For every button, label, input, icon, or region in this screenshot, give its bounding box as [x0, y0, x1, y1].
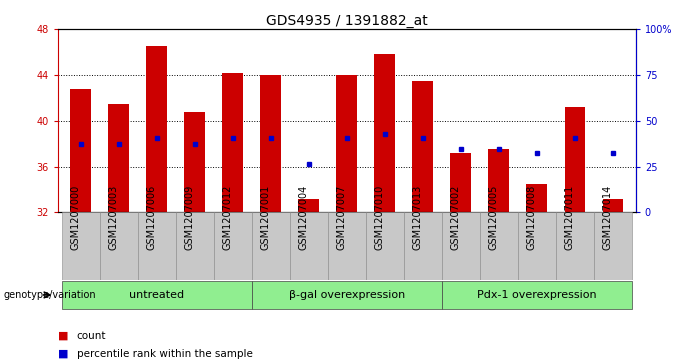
Text: GSM1207012: GSM1207012 [223, 185, 233, 250]
Bar [526, 184, 547, 212]
Text: GSM1207010: GSM1207010 [375, 185, 385, 250]
Text: GSM1207000: GSM1207000 [71, 185, 81, 250]
Bar [602, 199, 624, 212]
Bar [290, 212, 328, 280]
Text: percentile rank within the sample: percentile rank within the sample [77, 349, 253, 359]
Text: genotype/variation: genotype/variation [3, 290, 96, 300]
Bar [260, 75, 282, 212]
Text: GSM1207002: GSM1207002 [451, 185, 461, 250]
Bar [137, 212, 175, 280]
Text: β-gal overexpression: β-gal overexpression [289, 290, 405, 300]
Bar [146, 46, 167, 212]
Bar [252, 212, 290, 280]
Text: GSM1207003: GSM1207003 [109, 185, 118, 250]
Bar [375, 54, 395, 212]
Text: GSM1207004: GSM1207004 [299, 185, 309, 250]
Text: GSM1207014: GSM1207014 [603, 185, 613, 250]
Text: GSM1207001: GSM1207001 [260, 185, 271, 250]
Text: GSM1207011: GSM1207011 [565, 185, 575, 250]
Title: GDS4935 / 1391882_at: GDS4935 / 1391882_at [266, 14, 428, 28]
Bar [222, 73, 243, 212]
Bar [412, 81, 433, 212]
Bar [518, 212, 556, 280]
Bar [214, 212, 252, 280]
Text: GSM1207008: GSM1207008 [527, 185, 537, 250]
Bar [184, 111, 205, 212]
Text: GSM1207006: GSM1207006 [147, 185, 156, 250]
Text: ■: ■ [58, 331, 68, 341]
Bar [488, 149, 509, 212]
Bar [404, 212, 442, 280]
Text: GSM1207013: GSM1207013 [413, 185, 423, 250]
Bar [480, 212, 518, 280]
Bar [299, 199, 319, 212]
Bar [108, 103, 129, 212]
Text: untreated: untreated [129, 290, 184, 300]
Bar [366, 212, 404, 280]
Text: count: count [77, 331, 106, 341]
Bar [175, 212, 214, 280]
Bar [62, 212, 100, 280]
Bar [337, 75, 357, 212]
Bar [328, 212, 366, 280]
Bar [252, 281, 442, 309]
Text: ■: ■ [58, 349, 68, 359]
Bar [442, 212, 480, 280]
Bar [556, 212, 594, 280]
Bar [100, 212, 137, 280]
Bar [564, 107, 585, 212]
Text: GSM1207007: GSM1207007 [337, 185, 347, 250]
Text: GSM1207005: GSM1207005 [489, 185, 499, 250]
Text: Pdx-1 overexpression: Pdx-1 overexpression [477, 290, 597, 300]
Text: GSM1207009: GSM1207009 [185, 185, 194, 250]
Bar [62, 281, 252, 309]
Bar [450, 153, 471, 212]
Bar [594, 212, 632, 280]
Bar [70, 89, 91, 212]
Bar [442, 281, 632, 309]
